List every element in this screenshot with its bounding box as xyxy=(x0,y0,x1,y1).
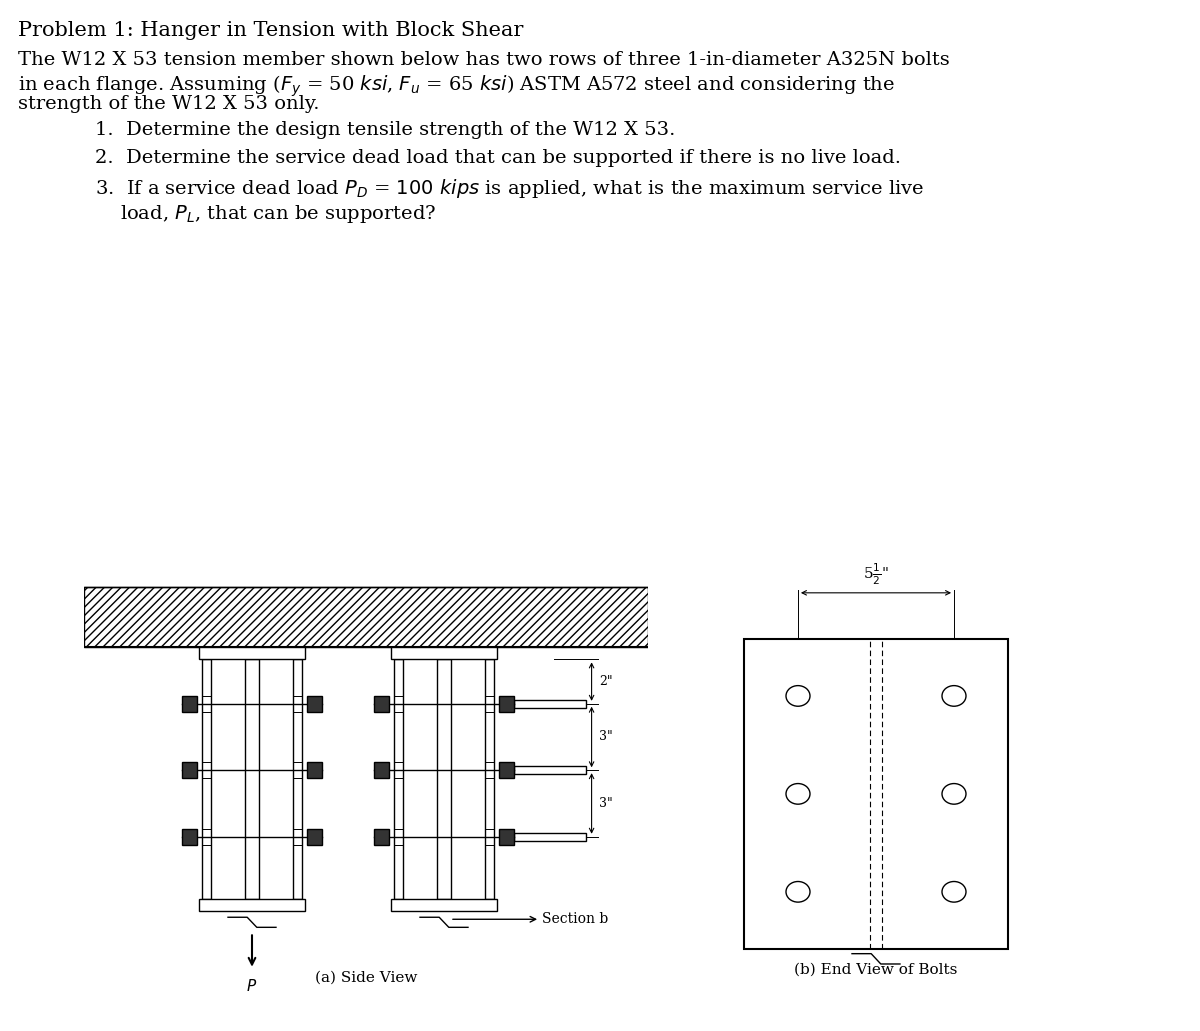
Bar xyxy=(307,829,322,844)
Text: 2.  Determine the service dead load that can be supported if there is no live lo: 2. Determine the service dead load that … xyxy=(95,149,901,167)
Circle shape xyxy=(942,686,966,706)
Circle shape xyxy=(786,784,810,804)
Circle shape xyxy=(942,784,966,804)
Bar xyxy=(374,762,389,778)
Bar xyxy=(307,762,322,778)
Text: Problem 1: Hanger in Tension with Block Shear: Problem 1: Hanger in Tension with Block … xyxy=(18,21,523,40)
Bar xyxy=(394,660,403,899)
Bar xyxy=(293,660,302,899)
Bar xyxy=(199,899,305,911)
Text: $P$: $P$ xyxy=(246,977,258,994)
Bar xyxy=(391,647,497,660)
Bar xyxy=(84,587,648,647)
Bar xyxy=(182,762,197,778)
Bar xyxy=(391,899,497,911)
Text: 5$\frac{1}{2}$": 5$\frac{1}{2}$" xyxy=(863,561,889,587)
Bar xyxy=(485,660,494,899)
Text: (b) End View of Bolts: (b) End View of Bolts xyxy=(794,962,958,976)
Bar xyxy=(514,766,586,774)
Text: 2": 2" xyxy=(599,675,612,688)
Bar xyxy=(245,660,259,899)
Circle shape xyxy=(786,882,810,902)
Bar xyxy=(307,696,322,711)
Text: 3.  If a service dead load $P_D$ = $100$ $kips$ is applied, what is the maximum : 3. If a service dead load $P_D$ = $100$ … xyxy=(95,177,924,200)
Bar xyxy=(499,762,514,778)
Text: The W12 X 53 tension member shown below has two rows of three 1-in-diameter A325: The W12 X 53 tension member shown below … xyxy=(18,51,949,69)
Bar xyxy=(514,700,586,708)
Bar xyxy=(182,829,197,844)
Bar xyxy=(199,647,305,660)
Bar xyxy=(374,829,389,844)
Circle shape xyxy=(942,882,966,902)
Text: (a) Side View: (a) Side View xyxy=(314,971,418,985)
Bar xyxy=(499,696,514,711)
Text: 3": 3" xyxy=(599,797,612,810)
Text: 3": 3" xyxy=(599,731,612,743)
Bar xyxy=(202,660,211,899)
Bar xyxy=(499,829,514,844)
Circle shape xyxy=(786,686,810,706)
Text: strength of the W12 X 53 only.: strength of the W12 X 53 only. xyxy=(18,95,319,113)
Bar xyxy=(182,696,197,711)
Bar xyxy=(374,696,389,711)
Text: in each flange. Assuming ($F_y$ = 50 $ksi$, $F_u$ = 65 $ksi$) ASTM A572 steel an: in each flange. Assuming ($F_y$ = 50 $ks… xyxy=(18,73,895,99)
Bar xyxy=(744,639,1008,949)
Bar xyxy=(514,833,586,840)
Bar xyxy=(437,660,451,899)
Text: 1.  Determine the design tensile strength of the W12 X 53.: 1. Determine the design tensile strength… xyxy=(95,121,676,139)
Text: load, $P_L$, that can be supported?: load, $P_L$, that can be supported? xyxy=(120,203,437,225)
Text: Section b: Section b xyxy=(542,912,608,926)
